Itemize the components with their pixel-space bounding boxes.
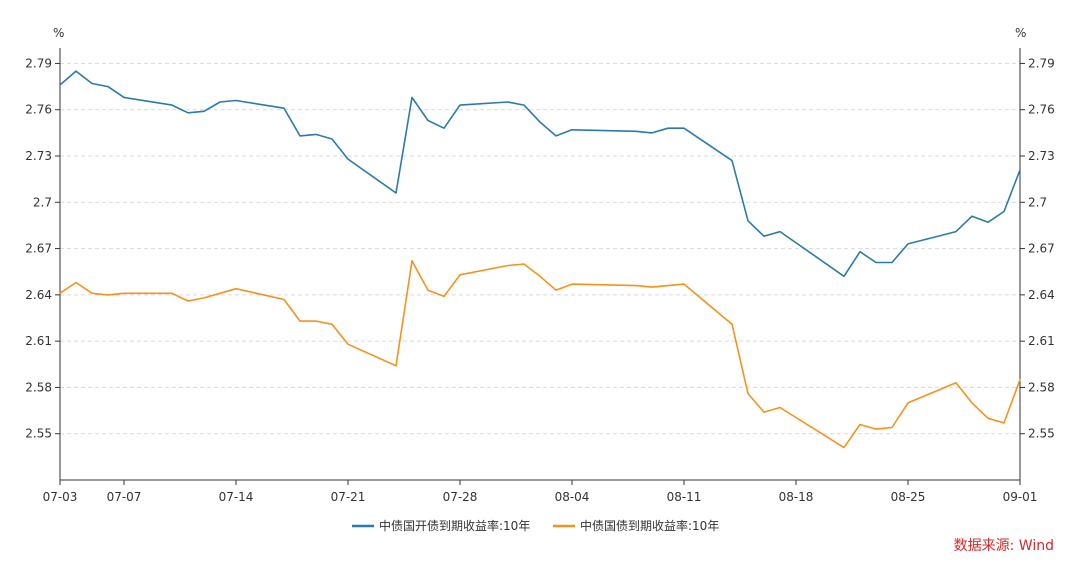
series-lines: [59, 70, 1021, 449]
legend-label-2: 中债国债到期收益率:10年: [580, 518, 719, 533]
y-tick-label-right: 2.73: [1028, 149, 1055, 163]
y-tick-label-left: 2.76: [25, 103, 52, 117]
y-tick-label-right: 2.64: [1028, 288, 1055, 302]
y-tick-label-right: 2.55: [1028, 427, 1055, 441]
y-tick-label-left: 2.61: [25, 334, 52, 348]
y-tick-label-right: 2.7: [1028, 195, 1047, 209]
y-tick-label-left: 2.55: [25, 427, 52, 441]
x-tick-label: 08-04: [555, 490, 590, 504]
x-tick-label: 08-25: [891, 490, 926, 504]
legend-label-1: 中债国开债到期收益率:10年: [379, 518, 530, 533]
y-tick-label-left: 2.79: [25, 56, 52, 70]
axes: % % 2.55 2.55 2.58 2.58 2.61 2.61 2.64 2.64 2.67…: [25, 26, 1054, 504]
x-tick-label: 07-21: [331, 490, 366, 504]
x-tick-label: 07-14: [219, 490, 254, 504]
x-tick-label: 07-07: [107, 490, 142, 504]
y-tick-label-right: 2.76: [1028, 103, 1055, 117]
gridlines: [60, 62, 1020, 435]
series-line-2: [59, 260, 1021, 449]
y-tick-label-right: 2.61: [1028, 334, 1055, 348]
data-source-note: 数据来源: Wind: [953, 538, 1054, 554]
legend: 中债国开债到期收益率:10年 中债国债到期收益率:10年: [352, 518, 719, 533]
y-axis-right-unit: %: [1015, 26, 1026, 40]
x-tick-label: 08-11: [667, 490, 702, 504]
y-tick-label-left: 2.7: [33, 195, 52, 209]
x-tick-label: 08-18: [779, 490, 814, 504]
y-tick-label-right: 2.79: [1028, 56, 1055, 70]
y-tick-label-left: 2.67: [25, 242, 52, 256]
x-tick-label: 07-03: [43, 490, 78, 504]
y-tick-label-right: 2.67: [1028, 242, 1055, 256]
y-axis-left-unit: %: [53, 26, 64, 40]
y-tick-label-right: 2.58: [1028, 380, 1055, 394]
y-tick-label-left: 2.58: [25, 380, 52, 394]
y-tick-label-left: 2.64: [25, 288, 52, 302]
series-line-1: [59, 70, 1021, 278]
x-tick-label: 09-01: [1003, 490, 1038, 504]
x-tick-label: 07-28: [443, 490, 478, 504]
y-tick-label-left: 2.73: [25, 149, 52, 163]
